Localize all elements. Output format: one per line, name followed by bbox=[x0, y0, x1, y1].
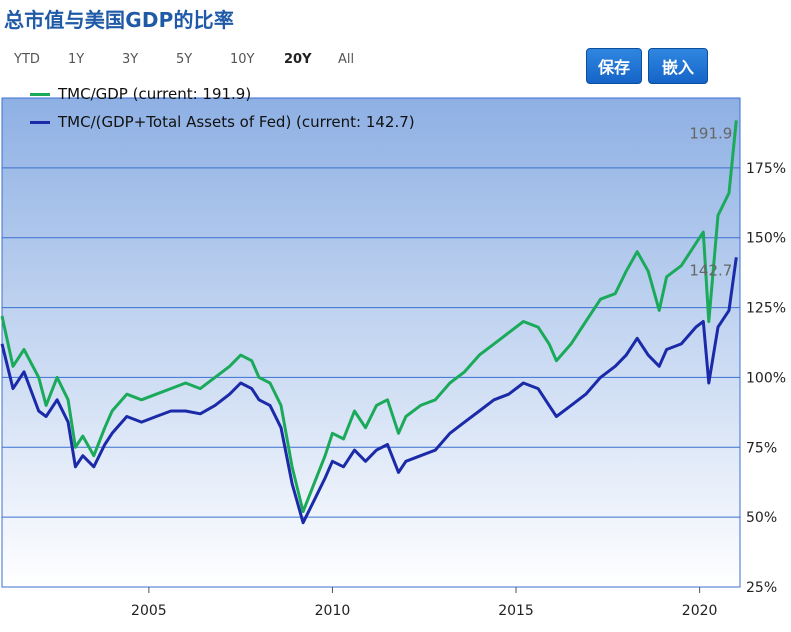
legend-swatch bbox=[30, 92, 50, 96]
x-tick-label: 2020 bbox=[682, 603, 718, 619]
legend: TMC/GDP (current: 191.9) TMC/(GDP+Total … bbox=[30, 80, 415, 136]
current-value-label: 142.7 bbox=[689, 261, 732, 279]
range-10y[interactable]: 10Y bbox=[230, 52, 255, 67]
series-line-0 bbox=[0, 120, 738, 514]
legend-item-tmc-gdp[interactable]: TMC/GDP (current: 191.9) bbox=[30, 80, 415, 108]
legend-item-tmc-gdp-fed[interactable]: TMC/(GDP+Total Assets of Fed) (current: … bbox=[30, 108, 415, 136]
y-tick-label: 75% bbox=[746, 440, 777, 456]
range-20y[interactable]: 20Y bbox=[284, 52, 312, 67]
save-button[interactable]: 保存 bbox=[586, 48, 642, 84]
y-tick-label: 100% bbox=[746, 370, 786, 386]
x-tick-label: 2010 bbox=[315, 603, 351, 619]
y-tick-label: 25% bbox=[746, 580, 777, 596]
range-ytd[interactable]: YTD bbox=[14, 52, 40, 67]
legend-label: TMC/(GDP+Total Assets of Fed) (current: … bbox=[58, 113, 415, 131]
legend-swatch bbox=[30, 120, 50, 124]
series-line-1 bbox=[0, 257, 738, 525]
embed-button[interactable]: 嵌入 bbox=[648, 48, 708, 84]
page-title: 总市值与美国GDP的比率 bbox=[4, 8, 235, 32]
range-all[interactable]: All bbox=[338, 52, 355, 67]
y-tick-label: 125% bbox=[746, 301, 786, 317]
legend-label: TMC/GDP (current: 191.9) bbox=[58, 85, 252, 103]
y-tick-label: 50% bbox=[746, 510, 777, 526]
y-tick-label: 175% bbox=[746, 161, 786, 177]
range-selector: YTD 1Y 3Y 5Y 10Y 20Y All bbox=[14, 52, 392, 67]
y-tick-label: 150% bbox=[746, 231, 786, 247]
range-3y[interactable]: 3Y bbox=[122, 52, 139, 67]
range-5y[interactable]: 5Y bbox=[176, 52, 193, 67]
x-tick-label: 2015 bbox=[498, 603, 534, 619]
plot-area bbox=[1, 97, 741, 588]
range-1y[interactable]: 1Y bbox=[68, 52, 85, 67]
current-value-label: 191.9 bbox=[689, 124, 732, 142]
x-tick-label: 2005 bbox=[131, 603, 167, 619]
